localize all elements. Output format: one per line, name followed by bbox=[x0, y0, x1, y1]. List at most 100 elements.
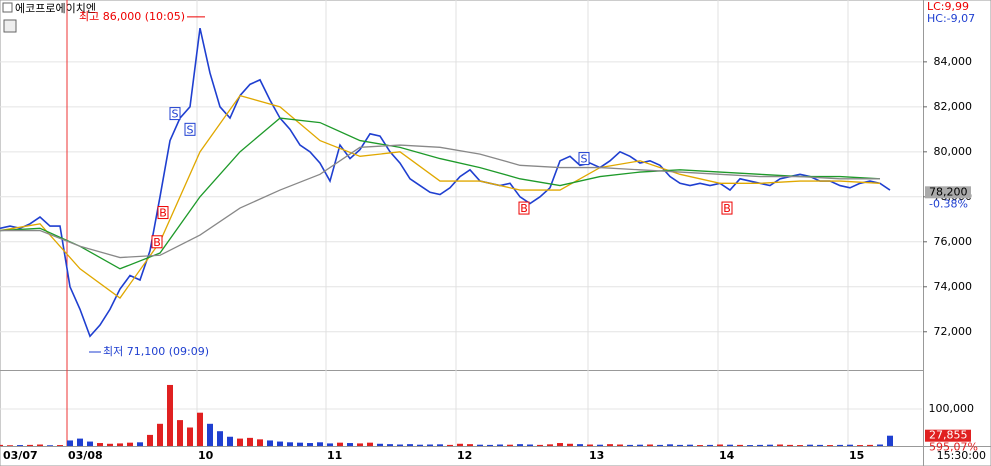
volume-bar bbox=[847, 444, 853, 446]
volume-bar bbox=[167, 384, 173, 446]
volume-bar bbox=[237, 438, 243, 446]
volume-bar bbox=[67, 440, 73, 446]
volume-bar bbox=[37, 444, 43, 446]
volume-bar bbox=[447, 444, 453, 446]
volume-bar bbox=[537, 444, 543, 446]
volume-bar bbox=[607, 444, 613, 446]
hc-label: HC:-9,07 bbox=[927, 12, 975, 25]
volume-bar bbox=[647, 444, 653, 446]
volume-bar bbox=[677, 444, 683, 446]
volume-bar bbox=[547, 444, 553, 446]
volume-bar bbox=[577, 444, 583, 446]
volume-bar bbox=[57, 445, 63, 446]
volume-bar bbox=[867, 444, 873, 446]
volume-bar bbox=[267, 440, 273, 446]
last-volume-box bbox=[925, 429, 971, 442]
axis-divider bbox=[923, 0, 924, 466]
volume-bar bbox=[887, 435, 893, 446]
volume-bar bbox=[257, 439, 263, 446]
volume-bar bbox=[767, 444, 773, 446]
volume-bar bbox=[697, 445, 703, 446]
volume-bar bbox=[557, 443, 563, 446]
volume-bar bbox=[47, 445, 53, 446]
volume-bar bbox=[717, 444, 723, 446]
signal-marker bbox=[518, 201, 530, 215]
volume-bar bbox=[587, 444, 593, 446]
volume-bar bbox=[617, 444, 623, 446]
volume-bar bbox=[687, 444, 693, 446]
volume-bar bbox=[287, 442, 293, 446]
volume-bar bbox=[337, 442, 343, 446]
volume-bar bbox=[367, 442, 373, 446]
volume-bar bbox=[437, 444, 443, 446]
series-line bbox=[0, 94, 881, 299]
signal-label: B bbox=[520, 202, 528, 215]
volume-bar bbox=[727, 444, 733, 446]
volume-bar bbox=[567, 443, 573, 446]
signal-label: B bbox=[723, 202, 731, 215]
volume-bar bbox=[117, 443, 123, 446]
volume-bar bbox=[747, 445, 753, 446]
volume-bar bbox=[277, 441, 283, 446]
volume-bar bbox=[397, 444, 403, 446]
lc-label: LC:9,99 bbox=[927, 0, 969, 13]
x-tick-label: 03/07 bbox=[3, 449, 38, 462]
volume-bar bbox=[157, 423, 163, 446]
series-line bbox=[0, 144, 880, 259]
signal-label: S bbox=[172, 108, 179, 121]
volume-bar bbox=[147, 434, 153, 446]
volume-ratio-label: 595,07% bbox=[929, 441, 978, 454]
volume-bar bbox=[217, 431, 223, 446]
signal-marker bbox=[184, 122, 196, 136]
volume-bar bbox=[777, 444, 783, 446]
volume-bar bbox=[207, 423, 213, 446]
volume-bar bbox=[317, 442, 323, 446]
volume-bar bbox=[527, 444, 533, 446]
volume-bar bbox=[307, 443, 313, 446]
volume-bar bbox=[757, 444, 763, 446]
volume-bar bbox=[0, 444, 3, 446]
y-tick-label: 74,000 bbox=[934, 280, 973, 293]
x-tick-label: 15 bbox=[849, 449, 864, 462]
stock-name: 에코프로에이치엔 bbox=[15, 2, 96, 15]
y-tick-label: 84,000 bbox=[934, 55, 973, 68]
volume-bar bbox=[327, 443, 333, 446]
y-tick-label: 76,000 bbox=[934, 235, 973, 248]
volume-bar bbox=[427, 444, 433, 446]
volume-bar bbox=[877, 444, 883, 446]
volume-bar bbox=[127, 442, 133, 446]
volume-bar bbox=[247, 437, 253, 446]
volume-bar bbox=[827, 445, 833, 446]
x-tick-label: 03/08 bbox=[68, 449, 103, 462]
signal-marker bbox=[157, 206, 169, 220]
volume-bar bbox=[837, 444, 843, 446]
change-label: -0.38% bbox=[929, 197, 968, 210]
signal-marker bbox=[169, 107, 181, 121]
volume-bar bbox=[407, 444, 413, 446]
y-tick-label: 100,000 bbox=[929, 402, 975, 415]
x-tick-label: 14 bbox=[719, 449, 735, 462]
volume-bar bbox=[107, 443, 113, 446]
volume-bar bbox=[487, 444, 493, 446]
volume-bar bbox=[27, 444, 33, 446]
volume-bar bbox=[787, 444, 793, 446]
signal-label: S bbox=[187, 123, 194, 136]
volume-bar bbox=[507, 444, 513, 446]
volume-bar bbox=[857, 445, 863, 446]
volume-bar bbox=[657, 444, 663, 446]
volume-bar bbox=[7, 445, 13, 446]
checkbox[interactable] bbox=[2, 2, 13, 13]
volume-bar bbox=[137, 442, 143, 446]
volume-bar bbox=[377, 443, 383, 446]
signal-marker bbox=[721, 201, 733, 215]
grid-icon[interactable] bbox=[3, 19, 17, 33]
volume-bar bbox=[347, 443, 353, 446]
y-tick-label: 82,000 bbox=[934, 100, 973, 113]
volume-bar bbox=[387, 444, 393, 446]
volume-bar bbox=[467, 444, 473, 446]
signal-label: S bbox=[581, 153, 588, 166]
volume-bar bbox=[17, 445, 23, 446]
series-line bbox=[0, 117, 881, 270]
